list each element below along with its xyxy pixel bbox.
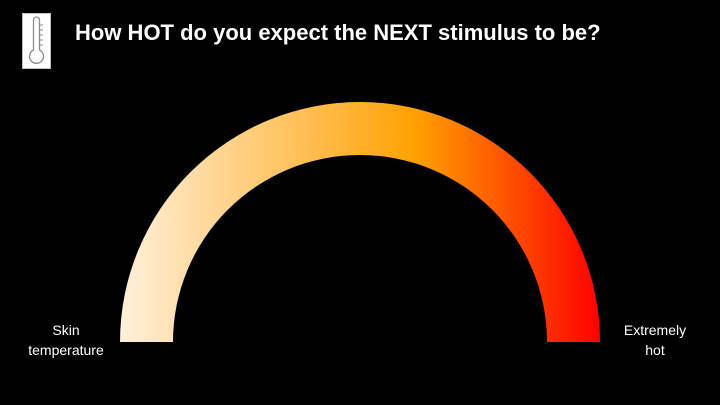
skin-temperature-label: Skin temperature: [12, 320, 120, 360]
left-label-line-2: temperature: [28, 342, 104, 358]
left-label-line-1: Skin: [52, 322, 80, 338]
question-title: How HOT do you expect the NEXT stimulus …: [75, 20, 601, 45]
scale-arc-band[interactable]: [120, 102, 600, 342]
right-label-line-1: Extremely: [623, 322, 687, 338]
extremely-hot-label: Extremely hot: [605, 320, 705, 360]
right-label-line-2: hot: [645, 342, 665, 358]
thermometer-icon: [22, 13, 51, 69]
